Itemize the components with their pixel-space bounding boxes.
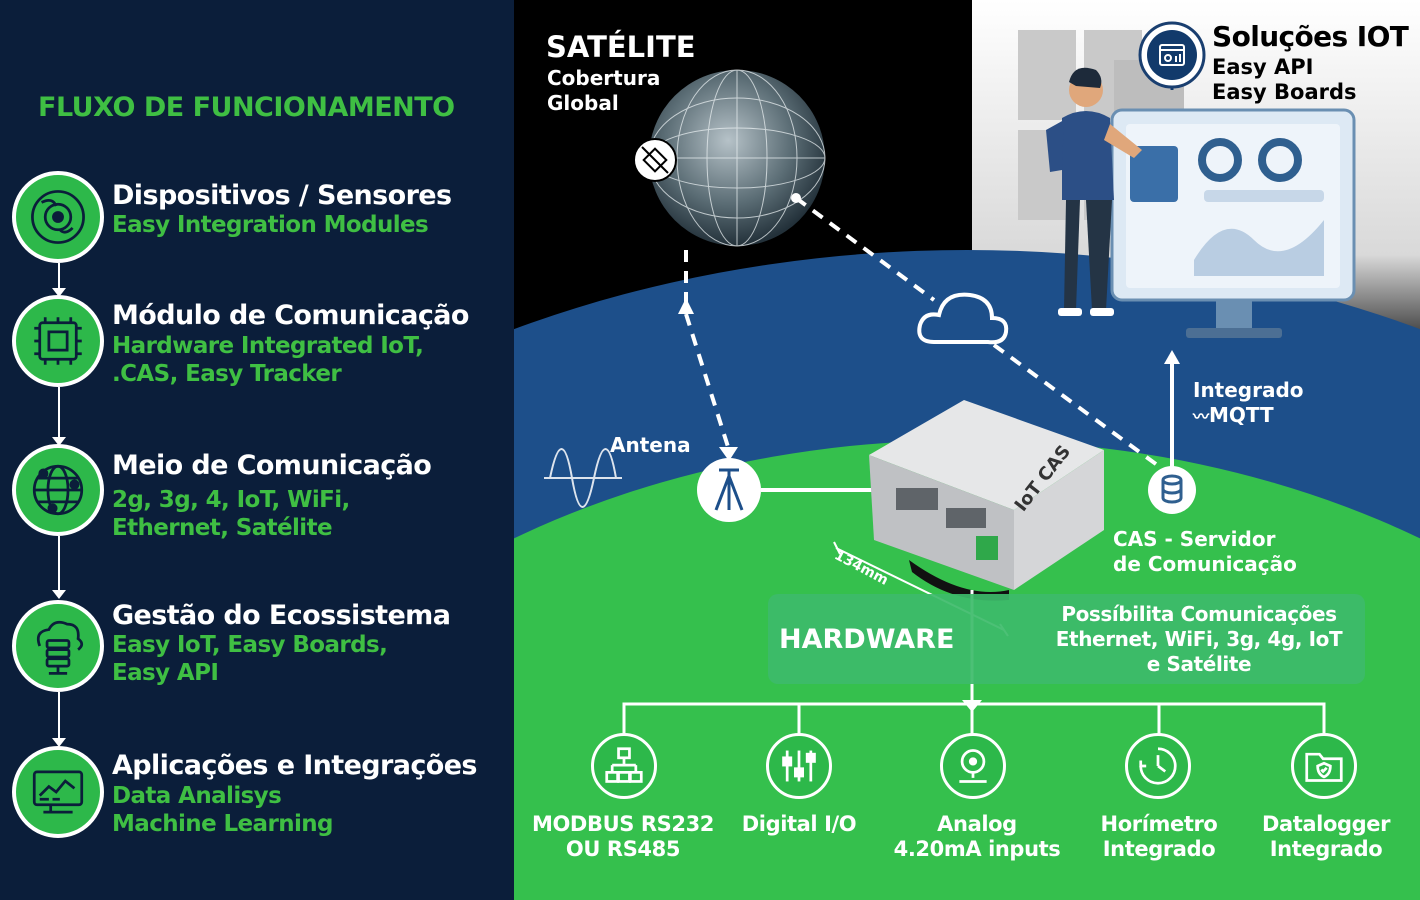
mqtt-line: Integrado xyxy=(1193,378,1304,402)
step-subtitle: Ethernet, Satélite xyxy=(112,515,333,541)
solutions-title: Soluções IOT xyxy=(1212,20,1409,53)
module-label: Datalogger Integrado xyxy=(1251,812,1401,862)
module-label: Digital I/O xyxy=(734,812,864,837)
wifi-icon: 〰 xyxy=(1193,407,1210,426)
hardware-desc-line: Ethernet, WiFi, 3g, 4g, IoT xyxy=(1055,627,1343,651)
antenna-label: Antena xyxy=(610,433,691,457)
step-subtitle: 2g, 3g, 4, IoT, WiFi, xyxy=(112,487,350,513)
cas-server-line: CAS - Servidor xyxy=(1113,527,1276,551)
step-subtitle: Easy API xyxy=(112,660,219,686)
module-line: 4.20mA inputs xyxy=(893,837,1061,861)
satellite-subtitle: Cobertura Global xyxy=(547,66,660,116)
chip-icon xyxy=(12,295,104,387)
module-line: Integrado xyxy=(1269,837,1383,861)
module-line: MODBUS RS232 xyxy=(531,812,714,836)
folder-shield-icon xyxy=(1291,733,1357,799)
mqtt-label: Integrado 〰MQTT xyxy=(1193,378,1304,429)
module-line: OU RS485 xyxy=(565,837,681,861)
flow-connector xyxy=(58,536,60,592)
solutions-item: Easy API xyxy=(1212,55,1314,79)
step-title: Gestão do Ecossistema xyxy=(112,600,451,631)
workflow-title: FLUXO DE FUNCIONAMENTO xyxy=(38,92,455,123)
cloud-server-icon xyxy=(12,600,104,692)
hardware-title: HARDWARE xyxy=(779,624,955,655)
sliders-icon xyxy=(766,733,832,799)
satellite-line: Cobertura xyxy=(547,66,661,90)
workflow-panel: FLUXO DE FUNCIONAMENTO Dispositivos / Se… xyxy=(0,0,514,900)
solutions-list: Easy API Easy Boards xyxy=(1212,55,1357,105)
solutions-item: Easy Boards xyxy=(1212,80,1357,104)
module-line: Digital I/O xyxy=(741,812,857,836)
timer-icon xyxy=(1125,733,1191,799)
module-line: Horímetro xyxy=(1100,812,1218,836)
flow-connector xyxy=(58,263,60,291)
module-line: Analog xyxy=(937,812,1017,836)
gauge-icon xyxy=(940,733,1006,799)
mqtt-line: MQTT xyxy=(1209,403,1274,427)
flow-arrow-icon xyxy=(52,738,66,747)
monitor-analytics-icon xyxy=(12,746,104,838)
hardware-panel xyxy=(768,594,1365,684)
flow-arrow-icon xyxy=(52,437,66,446)
step-subtitle: Machine Learning xyxy=(112,811,334,837)
flow-connector xyxy=(58,387,60,439)
step-subtitle: Data Analisys xyxy=(112,783,282,809)
step-title: Meio de Comunicação xyxy=(112,450,432,481)
hardware-desc: Possíbilita Comunicações Ethernet, WiFi,… xyxy=(1024,602,1374,677)
network-hierarchy-icon xyxy=(591,733,657,799)
satellite-line: Global xyxy=(547,91,619,115)
flow-arrow-icon xyxy=(52,590,66,599)
hardware-desc-line: Possíbilita Comunicações xyxy=(1061,602,1337,626)
globe-network-icon xyxy=(12,444,104,536)
step-subtitle: Hardware Integrated IoT, xyxy=(112,333,424,359)
module-label: MODBUS RS232 OU RS485 xyxy=(518,812,728,862)
cas-server-line: de Comunicação xyxy=(1113,552,1297,576)
step-subtitle: .CAS, Easy Tracker xyxy=(112,361,342,387)
step-title: Dispositivos / Sensores xyxy=(112,180,452,211)
cas-server-label: CAS - Servidor de Comunicação xyxy=(1113,527,1297,577)
module-label: Horímetro Integrado xyxy=(1084,812,1234,862)
step-title: Módulo de Comunicação xyxy=(112,300,469,331)
architecture-diagram: HARDWARE Possíbilita Comunicações Ethern… xyxy=(514,0,1420,900)
hardware-desc-line: e Satélite xyxy=(1146,652,1252,676)
module-label: Analog 4.20mA inputs xyxy=(877,812,1077,862)
flow-arrow-icon xyxy=(52,288,66,297)
step-title: Aplicações e Integrações xyxy=(112,750,478,781)
step-subtitle: Easy Integration Modules xyxy=(112,212,429,238)
step-subtitle: Easy IoT, Easy Boards, xyxy=(112,632,388,658)
flow-connector xyxy=(58,692,60,740)
satellite-title: SATÉLITE xyxy=(546,30,696,64)
module-line: Integrado xyxy=(1102,837,1216,861)
module-line: Datalogger xyxy=(1261,812,1391,836)
sensor-icon xyxy=(12,171,104,263)
